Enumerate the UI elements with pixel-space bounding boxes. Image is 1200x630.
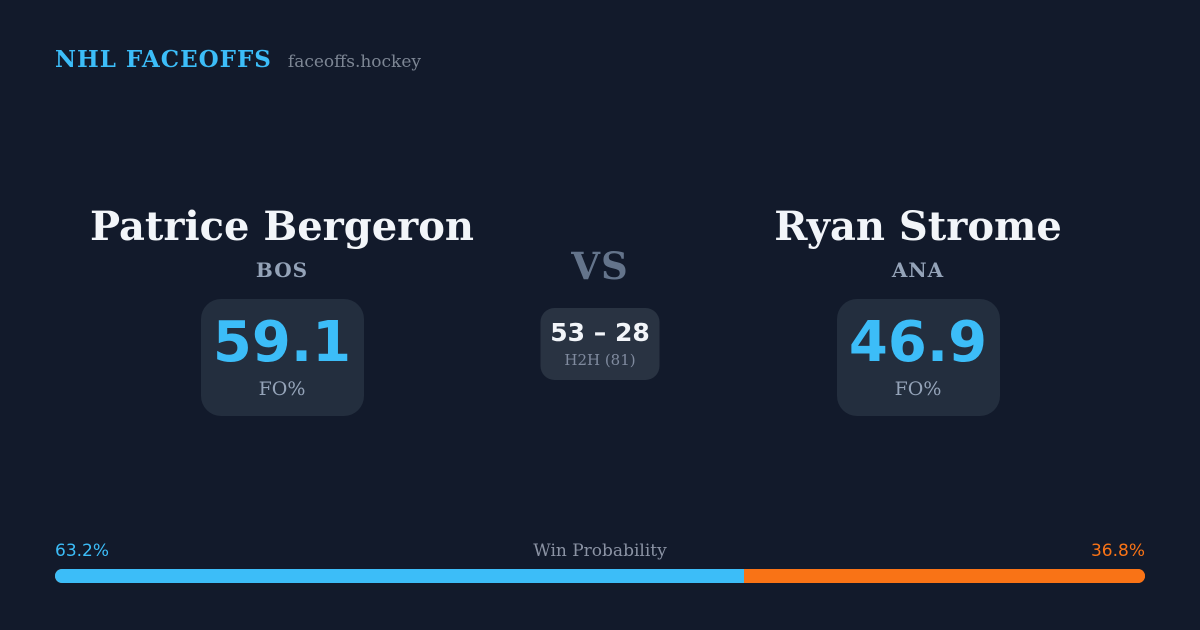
player-team-right: ANA bbox=[891, 258, 945, 282]
h2h-score: 53 – 28 bbox=[550, 317, 650, 347]
stat-value-left: 59.1 bbox=[212, 310, 352, 375]
player-card-left: Patrice Bergeron BOS 59.1 FO% bbox=[0, 205, 564, 416]
stat-box-right: 46.9 FO% bbox=[836, 299, 1000, 416]
stat-label-right: FO% bbox=[894, 378, 942, 400]
win-probability-title: Win Probability bbox=[533, 541, 667, 561]
win-probability-right-pct: 36.8% bbox=[1090, 541, 1145, 561]
brand-domain: faceoffs.hockey bbox=[287, 52, 422, 72]
player-card-right: Ryan Strome ANA 46.9 FO% bbox=[636, 205, 1200, 416]
vs-label: VS bbox=[571, 244, 629, 288]
header: NHL FACEOFFS faceoffs.hockey bbox=[55, 46, 421, 73]
h2h-label: H2H (81) bbox=[564, 350, 636, 369]
win-probability-left-pct: 63.2% bbox=[55, 541, 110, 561]
player-name-left: Patrice Bergeron bbox=[90, 203, 474, 250]
win-probability-bar-left-segment bbox=[55, 569, 744, 583]
center-column: VS 53 – 28 H2H (81) bbox=[540, 244, 660, 380]
brand-title: NHL FACEOFFS bbox=[55, 46, 272, 73]
win-probability-bar bbox=[55, 569, 1145, 583]
stat-value-right: 46.9 bbox=[848, 310, 988, 375]
win-probability-labels: 63.2% Win Probability 36.8% bbox=[55, 541, 1145, 561]
player-team-left: BOS bbox=[255, 258, 309, 282]
h2h-box: 53 – 28 H2H (81) bbox=[540, 308, 660, 380]
stat-box-left: 59.1 FO% bbox=[200, 299, 364, 416]
player-name-right: Ryan Strome bbox=[774, 203, 1062, 250]
stat-label-left: FO% bbox=[258, 378, 306, 400]
win-probability-bar-right-segment bbox=[743, 569, 1145, 583]
